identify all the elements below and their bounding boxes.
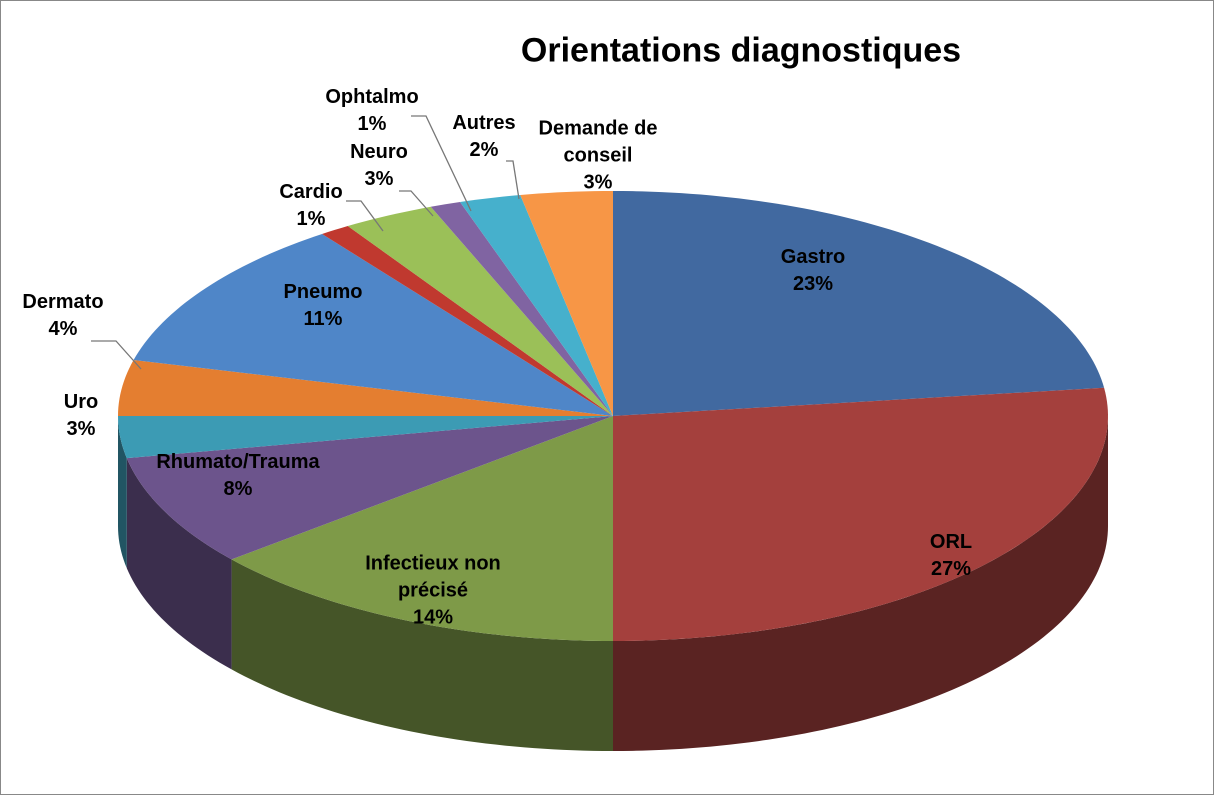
leader-line xyxy=(411,115,472,212)
value-label: 3% xyxy=(66,418,96,440)
slice-label: Rhumato/Trauma 8% xyxy=(128,449,348,503)
slice-side xyxy=(613,416,1108,751)
category-label: Rhumato/Trauma xyxy=(156,451,320,473)
value-label: 3% xyxy=(364,168,394,190)
slice-sides xyxy=(118,416,1108,751)
category-label: Demande de conseil xyxy=(538,117,658,167)
value-label: 27% xyxy=(930,558,972,580)
slice-label: Neuro 3% xyxy=(334,139,424,193)
slice-label: Ophtalmo 1% xyxy=(317,84,427,138)
value-label: 2% xyxy=(469,139,499,161)
value-label: 23% xyxy=(792,273,834,295)
chart-title: Orientations diagnostiques xyxy=(520,31,962,70)
value-label: 14% xyxy=(412,606,454,629)
leader-lines xyxy=(91,115,520,370)
category-label: Uro xyxy=(63,391,99,413)
slice xyxy=(126,416,613,560)
value-label: 11% xyxy=(303,308,343,330)
value-label: 1% xyxy=(296,208,326,230)
category-label: Infectieux non précisé xyxy=(365,552,501,602)
category-label: ORL xyxy=(929,531,973,553)
slice xyxy=(231,416,613,641)
category-label: Dermato xyxy=(22,291,104,313)
slice xyxy=(118,360,613,416)
slice-label: Cardio 1% xyxy=(266,179,356,233)
slice-label: Demande de conseil 3% xyxy=(523,116,673,197)
slice xyxy=(322,226,613,416)
category-label: Ophtalmo xyxy=(325,86,419,108)
value-label: 8% xyxy=(223,478,253,500)
leader-line xyxy=(506,160,520,200)
leader-line xyxy=(346,200,384,232)
value-label: 1% xyxy=(357,113,387,135)
slice xyxy=(613,191,1105,416)
value-label: 4% xyxy=(48,318,78,340)
slice xyxy=(118,416,613,459)
category-label: Gastro xyxy=(780,246,846,268)
leader-line xyxy=(91,340,142,370)
value-label: 3% xyxy=(583,171,613,194)
slice-label: Autres 2% xyxy=(439,110,529,164)
slice xyxy=(133,233,613,416)
slice xyxy=(430,202,613,416)
category-label: Autres xyxy=(452,112,516,134)
category-label: Cardio xyxy=(279,181,343,203)
slice-label: Gastro 23% xyxy=(753,244,873,298)
category-label: Pneumo xyxy=(283,281,363,303)
slice xyxy=(613,387,1108,641)
slice-label: Pneumo 11% xyxy=(263,279,383,333)
slice-tops xyxy=(118,191,1108,641)
slice-side xyxy=(231,559,613,751)
leader-line xyxy=(399,190,434,217)
slice-label: ORL 27% xyxy=(891,529,1011,583)
slice xyxy=(347,206,613,416)
slice xyxy=(520,191,613,416)
slice-label: Infectieux non précisé 14% xyxy=(343,551,523,632)
category-label: Neuro xyxy=(350,141,408,163)
slice-side xyxy=(126,458,232,670)
slice xyxy=(460,194,613,416)
slice-label: Uro 3% xyxy=(41,389,121,443)
slice-label: Dermato 4% xyxy=(8,289,118,343)
slice-side xyxy=(118,416,127,569)
